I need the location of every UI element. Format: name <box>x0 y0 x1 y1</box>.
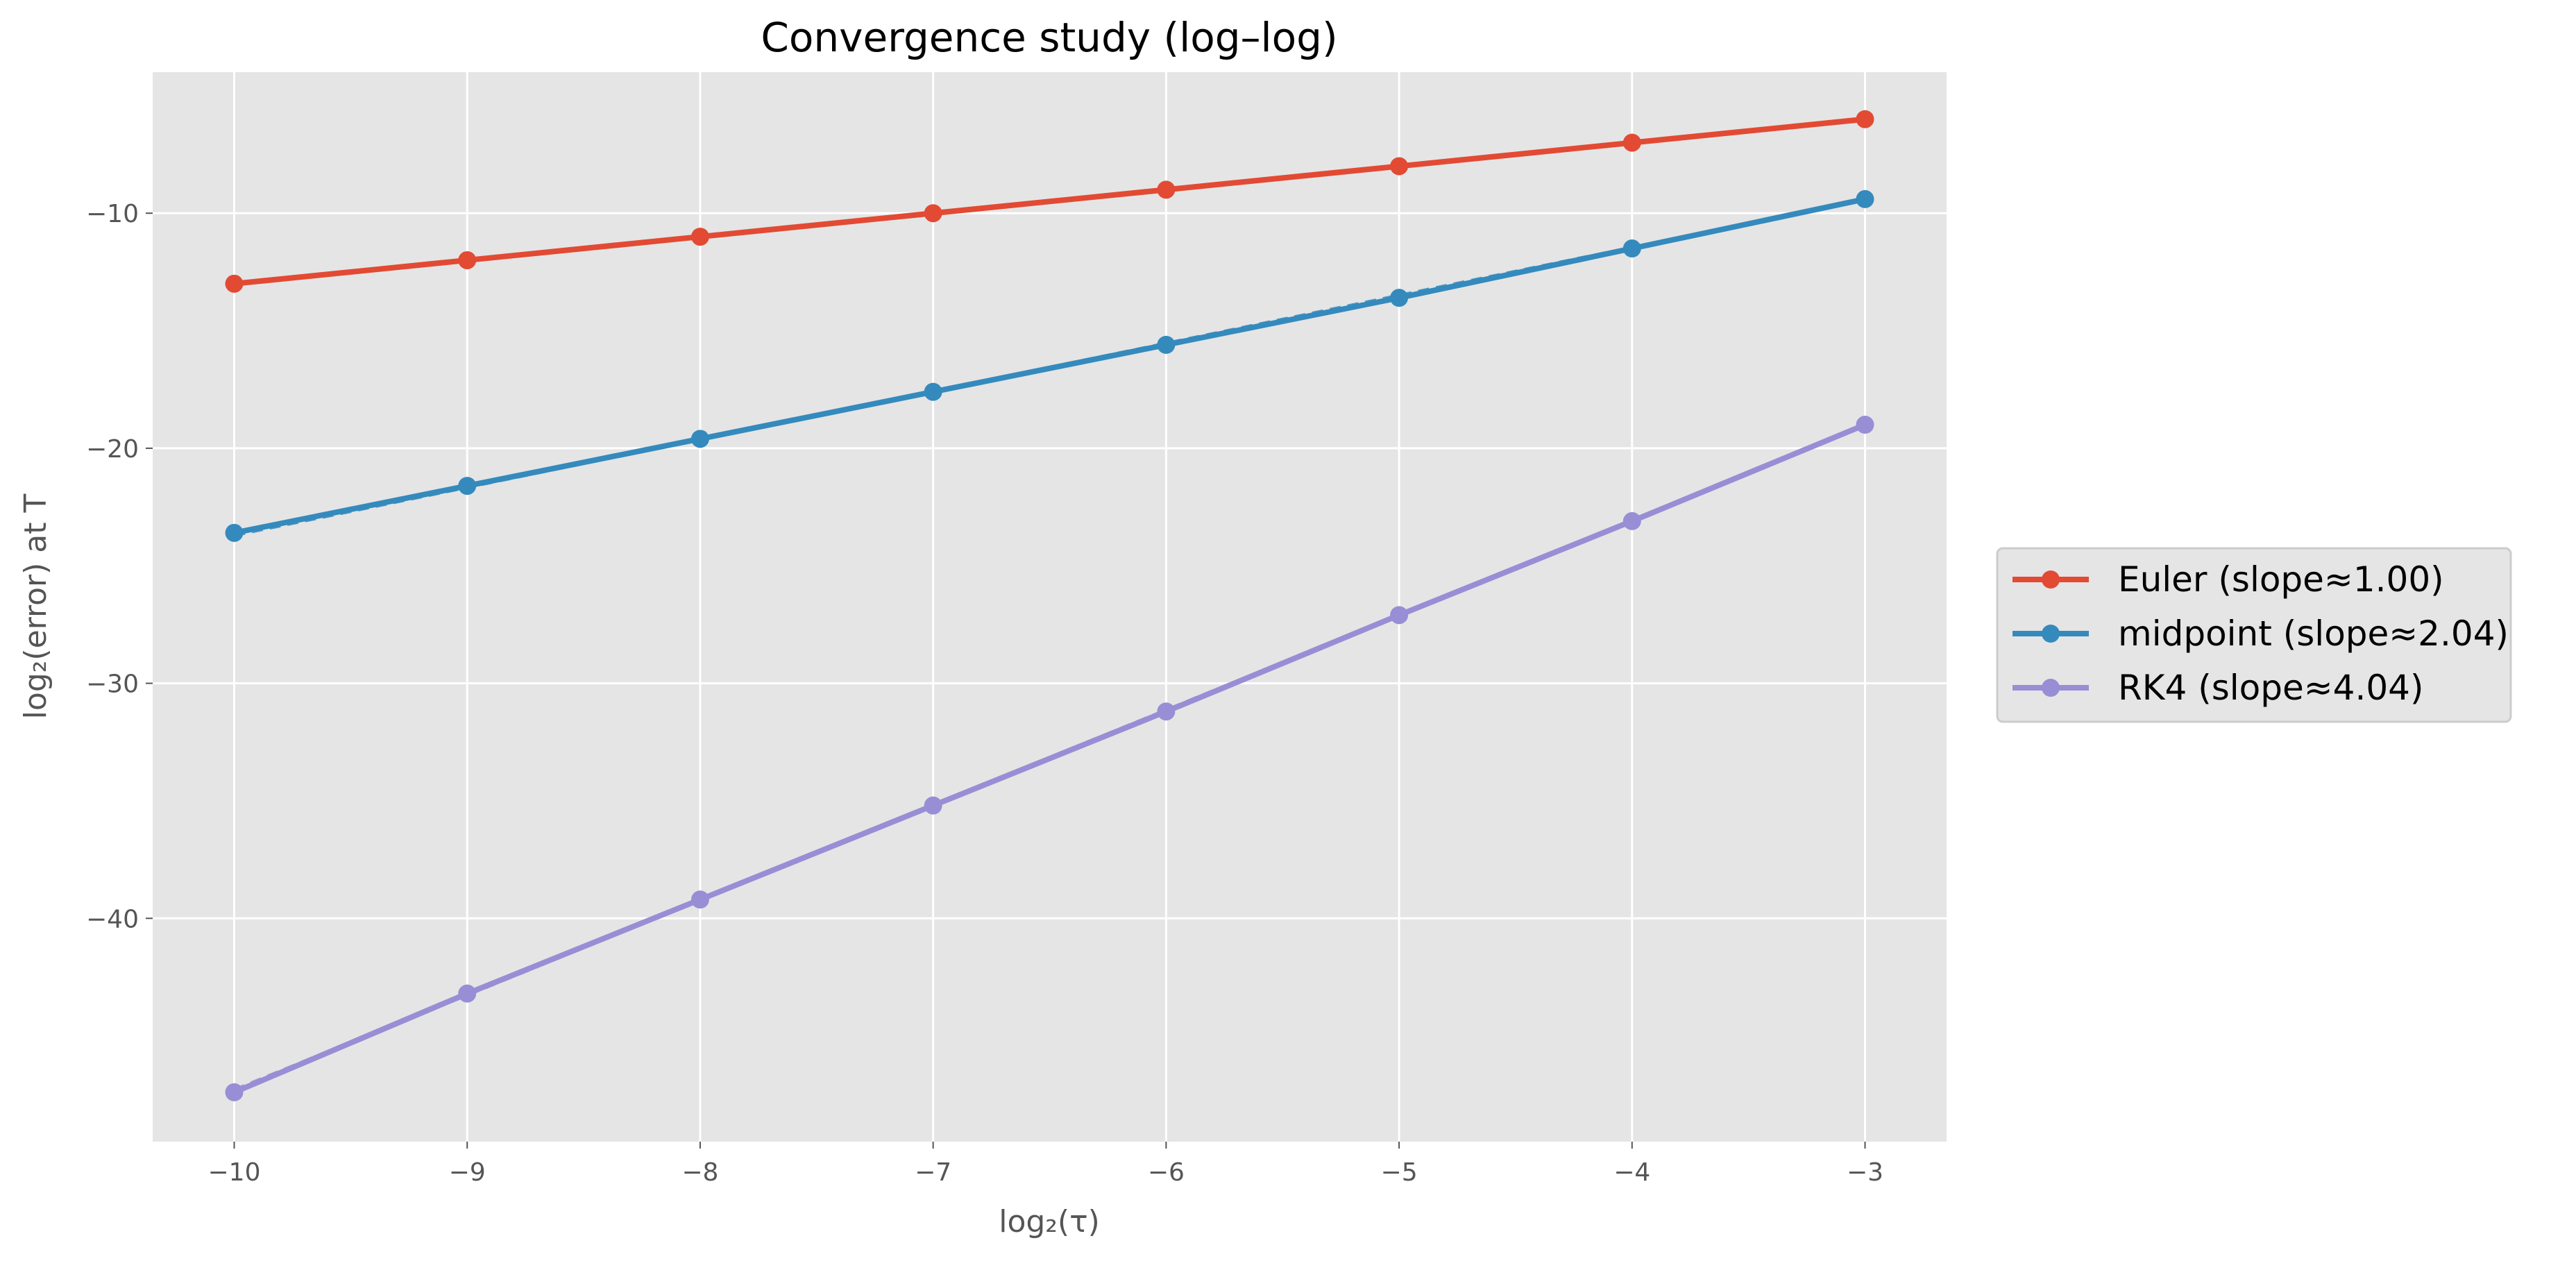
y-tick-label: −40 <box>86 905 139 933</box>
legend-marker <box>2042 625 2060 643</box>
chart-title: Convergence study (log–log) <box>761 14 1337 61</box>
x-axis-label: log₂(τ) <box>999 1204 1100 1239</box>
data-point <box>690 890 709 909</box>
data-point <box>1856 189 1874 208</box>
data-point <box>1390 606 1409 625</box>
y-ticks: −10 −20 −30 −40 <box>86 200 153 933</box>
x-ticks: −10 −9 −8 −7 −6 −5 −4 −3 <box>208 1142 1883 1187</box>
series-lines <box>225 110 1874 1101</box>
y-tick-label: −10 <box>86 200 139 228</box>
x-tick-label: −8 <box>681 1158 718 1187</box>
y-axis-label: log₂(error) at T <box>18 494 53 720</box>
legend-label: Euler (slope≈1.00) <box>2118 559 2444 600</box>
data-point <box>458 477 477 496</box>
x-tick-label: −7 <box>915 1158 951 1187</box>
data-point <box>1622 511 1641 530</box>
data-point <box>1157 702 1176 721</box>
data-point <box>1390 157 1409 176</box>
data-point <box>1622 239 1641 258</box>
x-tick-label: −6 <box>1148 1158 1185 1187</box>
data-point <box>225 523 244 542</box>
y-tick-label: −30 <box>86 670 139 699</box>
data-point <box>225 1083 244 1101</box>
data-point <box>458 251 477 269</box>
x-tick-label: −4 <box>1613 1158 1650 1187</box>
legend-label: RK4 (slope≈4.04) <box>2118 668 2424 708</box>
series-line <box>234 116 1865 287</box>
plot-background <box>153 72 1947 1142</box>
y-tick-label: −20 <box>86 435 139 464</box>
data-point <box>1856 416 1874 434</box>
data-point <box>690 228 709 246</box>
data-point <box>1157 180 1176 199</box>
x-tick-label: −3 <box>1847 1158 1883 1187</box>
data-point <box>458 984 477 1003</box>
x-tick-label: −9 <box>449 1158 486 1187</box>
data-point <box>924 796 942 815</box>
data-point <box>1390 289 1409 307</box>
legend-label: midpoint (slope≈2.04) <box>2118 613 2509 654</box>
legend-box <box>1996 547 2512 723</box>
data-point <box>1157 335 1176 354</box>
data-point <box>1856 110 1874 128</box>
x-tick-label: −10 <box>208 1158 261 1187</box>
data-point <box>225 274 244 293</box>
data-point <box>690 430 709 448</box>
legend-marker <box>2042 570 2060 589</box>
x-tick-label: −5 <box>1381 1158 1418 1187</box>
data-point <box>924 382 942 401</box>
data-point <box>1622 133 1641 152</box>
series-line <box>232 422 1867 1095</box>
legend-marker <box>2042 679 2060 697</box>
legend: Euler (slope≈1.00) midpoint (slope≈2.04) R… <box>1996 547 2512 723</box>
data-point <box>924 204 942 223</box>
series-line <box>233 196 1866 536</box>
